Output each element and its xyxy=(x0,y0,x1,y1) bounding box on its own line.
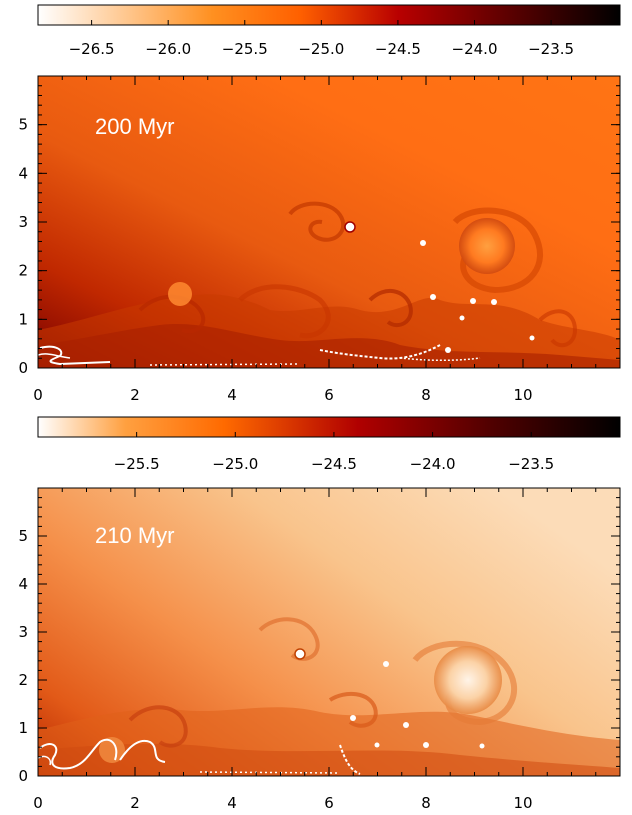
colorbar-ticks-200-myr: −26.5 −26.0 −25.5 −25.0 −24.5 −24.0 −23.5 xyxy=(69,20,574,58)
hot-bubble-large xyxy=(434,646,502,714)
colorbar-200-myr xyxy=(37,4,621,26)
y-tick-label: 2 xyxy=(18,671,28,689)
colorbar-tick-label: −26.0 xyxy=(145,40,191,58)
colorbar-210-myr xyxy=(37,416,621,438)
hot-bubble-small xyxy=(168,282,192,306)
y-tick-label: 5 xyxy=(18,116,28,134)
colorbar-tick-label: −24.5 xyxy=(375,40,421,58)
x-tick-label: 10 xyxy=(513,794,532,812)
colorbar-tick-label: −24.5 xyxy=(311,455,357,473)
y-tick-label: 5 xyxy=(18,527,28,545)
y-tick-label: 0 xyxy=(18,767,28,785)
colorbar-tick-label: −26.5 xyxy=(69,40,115,58)
colorbar-tick-label: −25.5 xyxy=(222,40,268,58)
x-tick-label: 8 xyxy=(421,794,431,812)
axes-200-myr: 0 2 4 6 8 10 0 1 2 3 4 5 xyxy=(18,75,621,404)
x-tick-label: 0 xyxy=(33,794,43,812)
x-tick-label: 6 xyxy=(324,386,334,404)
y-tick-label: 2 xyxy=(18,262,28,280)
panel-210-myr: −25.5 −25.0 −24.5 −24.0 −23.5 210 Myr xyxy=(18,416,621,812)
x-tick-label: 4 xyxy=(227,794,237,812)
axes-210-myr: 0 2 4 6 8 10 0 1 2 3 4 5 xyxy=(18,487,621,812)
y-tick-label: 3 xyxy=(18,623,28,641)
colorbar-tick-label: −24.0 xyxy=(410,455,456,473)
colorbar-tick-label: −24.0 xyxy=(452,40,498,58)
y-tick-label: 1 xyxy=(18,310,28,328)
panel-label-210-myr: 210 Myr xyxy=(95,523,174,548)
y-tick-label: 4 xyxy=(18,164,28,182)
x-tick-label: 0 xyxy=(33,386,43,404)
x-tick-label: 2 xyxy=(130,794,140,812)
colorbar-tick-label: −25.0 xyxy=(298,40,344,58)
panel-200-myr: −26.5 −26.0 −25.5 −25.0 −24.5 −24.0 −23.5 xyxy=(18,4,621,404)
hot-bubble-small xyxy=(99,737,125,763)
x-tick-label: 4 xyxy=(227,386,237,404)
x-tick-label: 8 xyxy=(421,386,431,404)
y-tick-label: 1 xyxy=(18,719,28,737)
x-tick-label: 2 xyxy=(130,386,140,404)
colorbar-tick-label: −25.0 xyxy=(212,455,258,473)
x-tick-label: 10 xyxy=(513,386,532,404)
heatmap-200-myr xyxy=(38,76,620,368)
y-tick-label: 0 xyxy=(18,359,28,377)
colorbar-tick-label: −23.5 xyxy=(528,40,574,58)
heatmap-210-myr xyxy=(38,488,620,776)
panel-label-200-myr: 200 Myr xyxy=(95,114,174,139)
colorbar-tick-label: −23.5 xyxy=(508,455,554,473)
y-tick-label: 4 xyxy=(18,575,28,593)
colorbar-tick-label: −25.5 xyxy=(114,455,160,473)
y-tick-label: 3 xyxy=(18,213,28,231)
colorbar-ticks-210-myr: −25.5 −25.0 −24.5 −24.0 −23.5 xyxy=(114,432,554,473)
x-tick-label: 6 xyxy=(324,794,334,812)
hot-bubble-large xyxy=(459,218,515,274)
